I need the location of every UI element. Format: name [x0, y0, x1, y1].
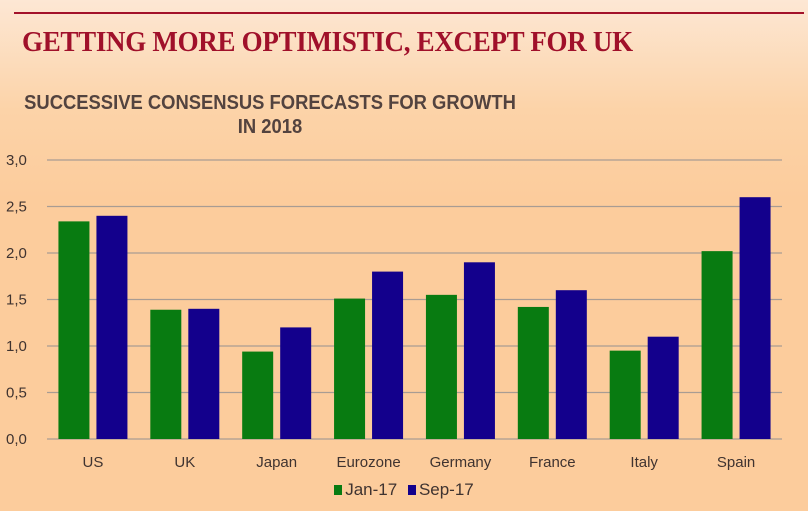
bar-japan-sep-17 [280, 327, 312, 439]
x-tick-label: US [83, 454, 104, 471]
x-tick-label: Germany [430, 454, 492, 471]
legend-item-sep-17: Sep-17 [407, 480, 474, 500]
bar-italy-sep-17 [647, 336, 679, 439]
chart-title-line-1: SUCCESSIVE CONSENSUS FORECASTS FOR GROWT… [24, 92, 516, 114]
bar-germany-sep-17 [463, 262, 495, 439]
x-tick-label: Japan [256, 454, 297, 471]
y-axis-ticks: 0,0 0,5 1,0 1,5 2,0 2,5 3,0 [6, 152, 27, 448]
y-tick-label: 0,5 [6, 385, 27, 402]
bar-uk-jan-17 [150, 309, 182, 439]
y-tick-label: 0,0 [6, 431, 27, 448]
y-tick-label: 2,5 [6, 199, 27, 216]
y-tick-label: 1,5 [6, 292, 27, 309]
legend-label-jan-17: Jan-17 [345, 480, 398, 499]
bar-us-jan-17 [58, 221, 90, 439]
bar-us-sep-17 [96, 215, 128, 439]
slide-title: GETTING MORE OPTIMISTIC, EXCEPT FOR UK [22, 26, 633, 58]
x-tick-label: Eurozone [336, 454, 400, 471]
x-tick-label: UK [174, 454, 195, 471]
x-tick-label: Italy [630, 454, 658, 471]
title-rule [14, 12, 804, 14]
chart-title-line-2: IN 2018 [237, 116, 303, 138]
bar-spain-sep-17 [739, 197, 771, 439]
bar-eurozone-sep-17 [372, 271, 404, 439]
bar-spain-jan-17 [701, 251, 733, 439]
x-tick-label: France [529, 454, 576, 471]
legend-swatch-jan-17 [334, 485, 343, 495]
bars [58, 197, 771, 439]
bar-eurozone-jan-17 [334, 298, 366, 439]
y-tick-label: 1,0 [6, 338, 27, 355]
bar-italy-jan-17 [609, 350, 641, 439]
x-tick-label: Spain [717, 454, 755, 471]
legend-label-sep-17: Sep-17 [418, 480, 474, 499]
chart-title: SUCCESSIVE CONSENSUS FORECASTS FOR GROWT… [22, 91, 519, 139]
x-axis-ticks: US UK Japan Eurozone Germany France Italy Spain [83, 454, 756, 471]
bar-france-sep-17 [555, 290, 587, 439]
bar-japan-jan-17 [242, 351, 274, 439]
legend-item-jan-17: Jan-17 [334, 480, 397, 500]
bar-uk-sep-17 [188, 308, 220, 439]
y-tick-label: 2,0 [6, 245, 27, 262]
legend-swatch-sep-17 [407, 485, 416, 495]
bar-germany-jan-17 [425, 294, 457, 439]
bar-france-jan-17 [517, 306, 549, 439]
legend: Jan-17 Sep-17 [0, 480, 808, 500]
y-tick-label: 3,0 [6, 152, 27, 169]
